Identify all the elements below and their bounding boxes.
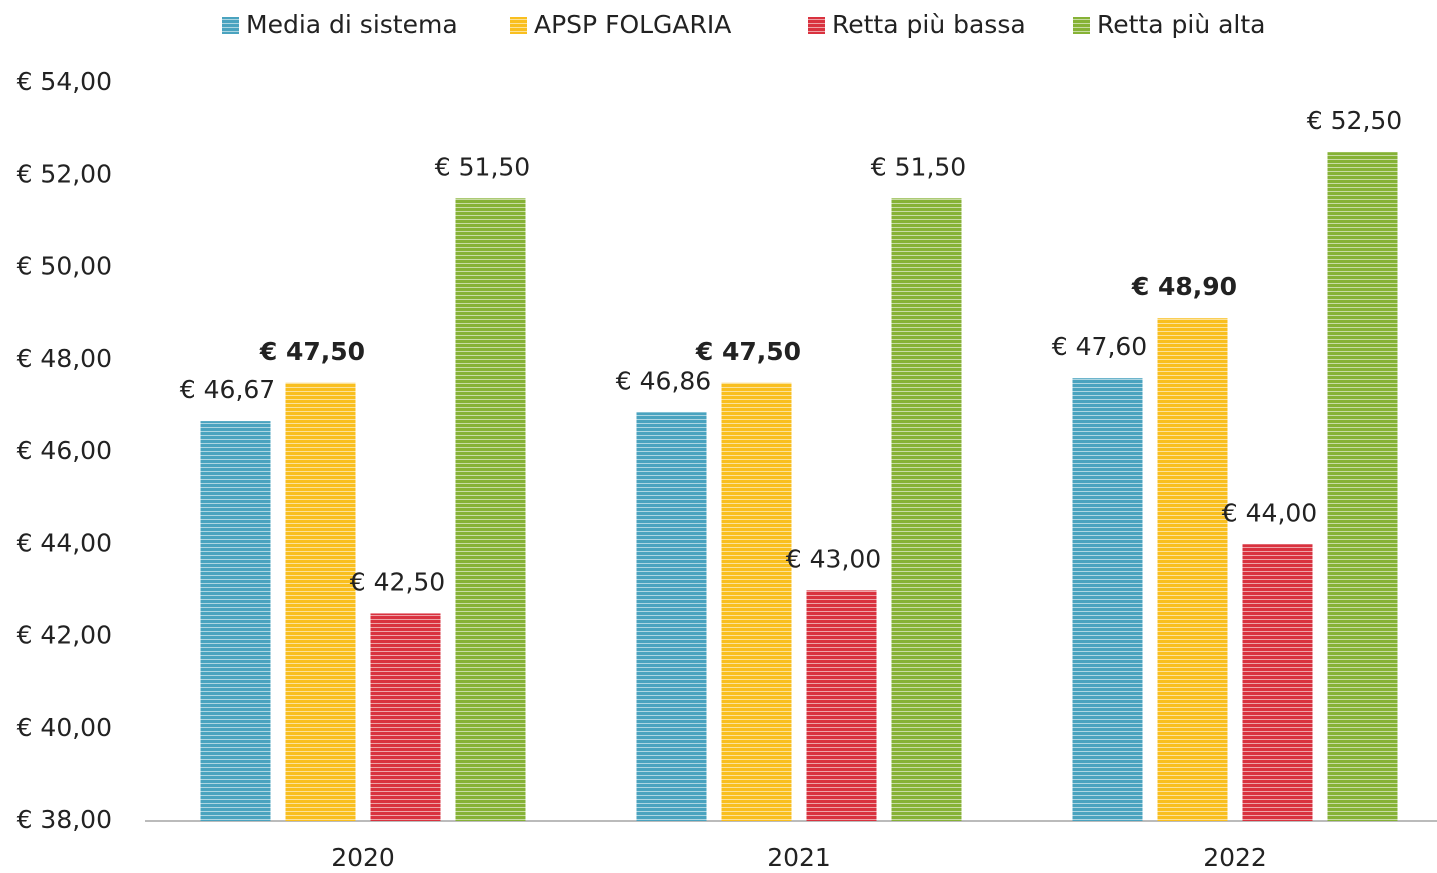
y-tick-label: € 48,00	[17, 344, 112, 373]
x-tick-label: 2021	[767, 843, 831, 872]
y-tick-label: € 54,00	[17, 67, 112, 96]
y-tick-label: € 38,00	[17, 805, 112, 834]
value-label: € 46,67	[180, 375, 275, 404]
value-label: € 47,50	[695, 337, 801, 366]
y-tick-label: € 44,00	[17, 528, 112, 557]
bar	[200, 421, 271, 821]
legend-swatch	[510, 17, 527, 34]
value-label: € 44,00	[1222, 498, 1317, 527]
legend-label: Media di sistema	[246, 10, 458, 39]
y-tick-label: € 50,00	[17, 252, 112, 281]
value-label: € 47,50	[259, 337, 365, 366]
bar	[721, 382, 792, 821]
y-tick-label: € 42,00	[17, 621, 112, 650]
legend-label: Retta più bassa	[832, 10, 1026, 39]
x-tick-label: 2022	[1203, 843, 1267, 872]
legend-label: Retta più alta	[1097, 10, 1266, 39]
value-label: € 52,50	[1307, 106, 1402, 135]
value-label: € 46,86	[616, 366, 711, 395]
value-label: € 42,50	[350, 567, 445, 596]
bar	[370, 613, 441, 821]
bar	[1072, 378, 1143, 821]
bar	[455, 198, 526, 821]
bar	[891, 198, 962, 821]
value-label: € 47,60	[1052, 332, 1147, 361]
bar	[285, 382, 356, 821]
legend-label: APSP FOLGARIA	[534, 10, 731, 39]
legend-swatch	[222, 17, 239, 34]
value-label: € 51,50	[871, 152, 966, 181]
bar	[636, 412, 707, 821]
value-label: € 43,00	[786, 544, 881, 573]
bar	[806, 590, 877, 821]
y-tick-label: € 52,00	[17, 159, 112, 188]
y-tick-label: € 46,00	[17, 436, 112, 465]
y-tick-label: € 40,00	[17, 713, 112, 742]
legend-swatch	[808, 17, 825, 34]
bar	[1242, 544, 1313, 821]
x-tick-label: 2020	[331, 843, 395, 872]
legend-swatch	[1073, 17, 1090, 34]
bar	[1327, 152, 1398, 821]
value-label: € 48,90	[1131, 272, 1237, 301]
bar	[1157, 318, 1228, 821]
value-label: € 51,50	[435, 152, 530, 181]
